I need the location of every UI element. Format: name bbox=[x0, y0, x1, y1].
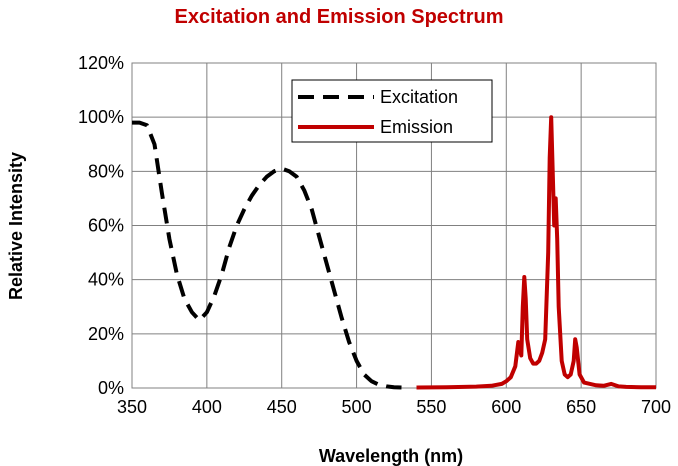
x-tick-label: 450 bbox=[267, 397, 297, 417]
y-axis-title: Relative Intensity bbox=[6, 152, 26, 300]
legend: Excitation Emission bbox=[291, 79, 493, 143]
y-tick-label: 100% bbox=[78, 107, 124, 127]
x-tick-label: 700 bbox=[641, 397, 671, 417]
y-tick-label: 60% bbox=[88, 216, 124, 236]
series-layer bbox=[132, 115, 656, 390]
y-tick-label: 40% bbox=[88, 270, 124, 290]
y-tick-label: 20% bbox=[88, 324, 124, 344]
x-tick-label: 600 bbox=[491, 397, 521, 417]
x-tick-label: 550 bbox=[416, 397, 446, 417]
legend-box bbox=[291, 79, 493, 143]
grid-layer bbox=[131, 62, 657, 389]
legend-label-emission: Emission bbox=[380, 117, 453, 137]
x-tick-label: 350 bbox=[117, 397, 147, 417]
tick-layer: 350 400 450 500 550 600 650 700 0% 20% 40% 60% 80% 10… bbox=[78, 53, 671, 417]
series-line-emission bbox=[416, 115, 656, 390]
y-tick-label: 0% bbox=[98, 378, 124, 398]
x-tick-label: 650 bbox=[566, 397, 596, 417]
y-tick-label: 80% bbox=[88, 161, 124, 181]
series-line-excitation bbox=[132, 120, 402, 390]
chart-title: Excitation and Emission Spectrum bbox=[174, 6, 504, 28]
x-tick-label: 500 bbox=[342, 397, 372, 417]
x-tick-label: 400 bbox=[192, 397, 222, 417]
x-axis-title: Wavelength (nm) bbox=[319, 446, 463, 466]
y-tick-label: 120% bbox=[78, 53, 124, 73]
legend-label-excitation: Excitation bbox=[380, 87, 458, 107]
